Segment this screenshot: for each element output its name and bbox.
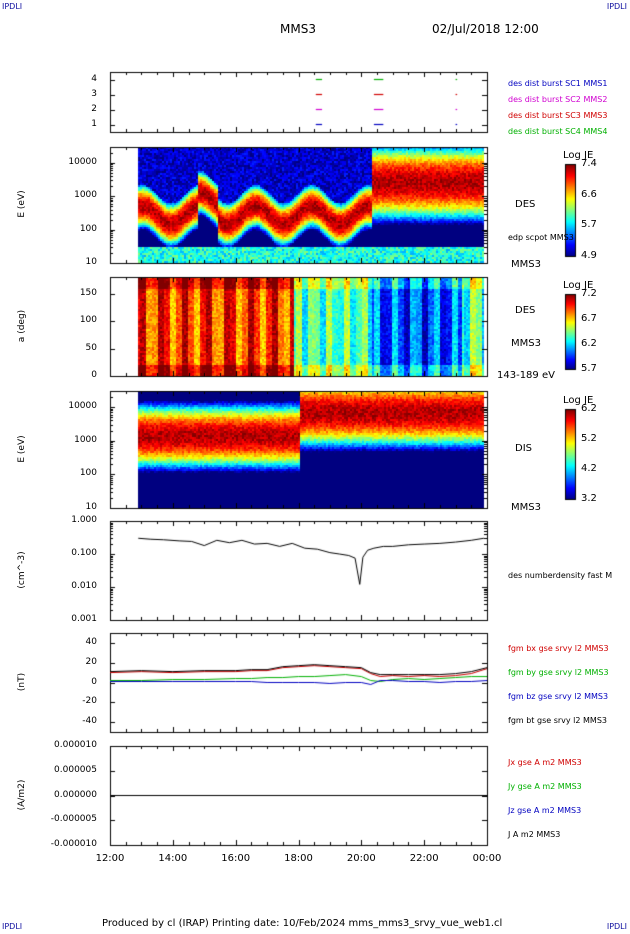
des-pitch-colorbar-tick-2: 6.2 — [581, 338, 597, 349]
fgm-legend-3: fgm bt gse srvy l2 MMS3 — [508, 716, 607, 725]
time-tick-2: 16:00 — [221, 853, 251, 864]
current-legend-1: Jy gse A m2 MMS3 — [508, 782, 582, 791]
des-energy-ytick-1: 100 — [79, 223, 97, 234]
burst-legend-1: des dist burst SC2 MMS2 — [508, 95, 608, 104]
des-pitch-instrument: MMS3 — [511, 338, 541, 349]
burst-ytick-3: 4 — [91, 73, 97, 84]
fgm-ytick-4: 40 — [85, 636, 97, 647]
fgm-ylabel: (nT) — [17, 672, 27, 691]
fgm-ytick-1: -20 — [82, 696, 97, 707]
corner-mark-bottom-left: IPDLI — [2, 922, 23, 931]
dis-energy-ylabel: E (eV) — [17, 434, 27, 463]
dis-energy-colorbar-tick-0: 6.2 — [581, 403, 597, 414]
fgm-legend-2: fgm bz gse srvy l2 MMS3 — [508, 692, 609, 701]
time-tick-4: 20:00 — [346, 853, 376, 864]
burst-legend-0: des dist burst SC1 MMS1 — [508, 79, 608, 88]
burst-ytick-1: 2 — [91, 103, 97, 114]
burst-ytick-0: 1 — [91, 118, 97, 129]
dis-energy-ytick-0: 10 — [85, 502, 97, 512]
burst-legend-3: des dist burst SC4 MMS4 — [508, 127, 608, 136]
des-pitch-ylabel: a (deg) — [17, 309, 27, 342]
current-legend-2: Jz gse A m2 MMS3 — [508, 806, 582, 815]
fgm-legend-0: fgm bx gse srvy l2 MMS3 — [508, 644, 609, 653]
current-ytick-2: 0.000000 — [54, 789, 97, 800]
current-ytick-0: -0.000010 — [50, 839, 97, 849]
corner-mark-top-right: IPDLI — [606, 2, 627, 11]
dis-energy-colorbar-tick-3: 3.2 — [581, 493, 597, 504]
current-legend-0: Jx gse A m2 MMS3 — [508, 758, 582, 767]
density-ytick-0: 0.001 — [71, 614, 97, 624]
current-ytick-3: 0.000005 — [54, 764, 97, 775]
des-energy-instrument: MMS3 — [511, 259, 541, 270]
dis-energy-ytick-1: 100 — [79, 468, 97, 479]
des-pitch-colorbar-title: Log JE — [563, 280, 594, 291]
fgm-ytick-2: 0 — [91, 676, 97, 687]
des-energy-label: DES — [515, 199, 536, 210]
dis-energy-label: DIS — [515, 443, 532, 454]
time-tick-3: 18:00 — [284, 853, 313, 864]
density-ytick-2: 0.100 — [71, 548, 97, 558]
des-pitch-ytick-3: 150 — [79, 287, 97, 298]
fgm-ytick-0: -40 — [82, 716, 97, 727]
des-pitch-colorbar-tick-1: 6.7 — [581, 313, 597, 324]
density-ylabel: (cm^-3) — [17, 550, 27, 589]
des-pitch-label: DES — [515, 305, 536, 316]
des-energy-colorbar-tick-1: 6.6 — [581, 188, 597, 200]
des-energy-sublabel: edp scpot MMS3 — [508, 233, 574, 242]
des-energy-ytick-3: 10000 — [68, 156, 97, 167]
des-pitch-ytick-2: 100 — [79, 315, 97, 325]
des-energy-ytick-0: 10 — [85, 257, 97, 267]
des-pitch-colorbar-tick-0: 7.2 — [581, 288, 597, 299]
dis-energy-instrument: MMS3 — [511, 502, 541, 513]
footer-text: Produced by cl (IRAP) Printing date: 10/… — [102, 918, 503, 929]
burst-ytick-2: 3 — [91, 88, 97, 99]
header-spacecraft: MMS3 — [280, 22, 316, 36]
time-tick-0: 12:00 — [95, 853, 125, 864]
des-pitch-energy-range: 143-189 eV — [497, 370, 555, 381]
time-tick-5: 22:00 — [409, 853, 439, 864]
des-pitch-ytick-1: 50 — [85, 342, 97, 353]
des-energy-colorbar-tick-3: 4.9 — [581, 250, 597, 261]
fgm-ytick-3: 20 — [85, 656, 97, 667]
corner-mark-bottom-right: IPDLI — [606, 922, 627, 931]
time-tick-1: 14:00 — [158, 853, 188, 864]
dis-energy-colorbar-tick-2: 4.2 — [581, 463, 597, 474]
corner-mark-top-left: IPDLI — [2, 2, 23, 11]
current-ytick-1: -0.000005 — [50, 814, 97, 825]
dis-energy-colorbar-tick-1: 5.2 — [581, 433, 597, 444]
des-energy-ylabel: E (eV) — [17, 190, 27, 218]
des-energy-colorbar-title: Log JE — [563, 150, 594, 161]
des-energy-ytick-2: 1000 — [74, 190, 97, 201]
dis-energy-colorbar-title: Log JE — [563, 395, 594, 406]
current-legend-3: J A m2 MMS3 — [508, 830, 561, 839]
dis-energy-ytick-2: 1000 — [74, 434, 97, 445]
time-tick-6: 00:00 — [472, 853, 502, 864]
dis-energy-ytick-3: 10000 — [68, 401, 97, 412]
des-energy-colorbar-tick-2: 5.7 — [581, 219, 597, 231]
current-ylabel: (A/m2) — [17, 779, 27, 810]
density-ytick-1: 0.010 — [71, 581, 97, 591]
current-ytick-4: 0.000010 — [54, 740, 97, 750]
density-ytick-3: 1.000 — [71, 515, 97, 525]
burst-legend-2: des dist burst SC3 MMS3 — [508, 111, 608, 120]
header-datetime: 02/Jul/2018 12:00 — [432, 22, 539, 36]
des-pitch-ytick-0: 0 — [91, 370, 97, 380]
des-energy-colorbar-tick-0: 7.4 — [581, 158, 597, 169]
density-legend: des numberdensity fast M — [508, 571, 613, 580]
fgm-legend-1: fgm by gse srvy l2 MMS3 — [508, 668, 609, 677]
des-pitch-colorbar-tick-3: 5.7 — [581, 363, 597, 374]
